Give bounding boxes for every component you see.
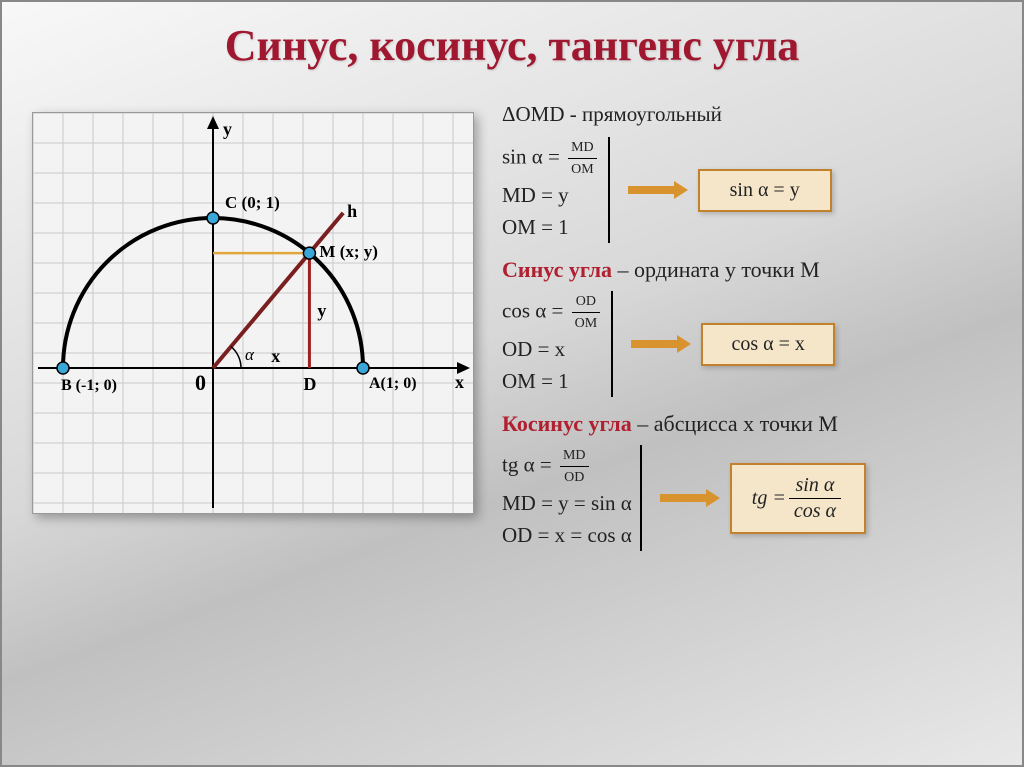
svg-text:M (x; y): M (x; y) [319,242,378,261]
sin-om-line: OM = 1 [502,212,600,244]
tg-fraction: MD OD [560,445,589,488]
svg-text:x: x [271,346,280,366]
tg-frac-den: OD [560,467,589,488]
svg-text:α: α [245,345,255,364]
tg-eq-line: tg α = MD OD [502,445,632,488]
slide: Синус, косинус, тангенс угла y x h C (0; 1)… [0,0,1024,767]
cos-derivation: cos α = OD OM OD = x OM = 1 [502,291,613,397]
unit-circle-diagram: yxhC (0; 1)M (x; y)yxαB (-1; 0)0DA(1; 0) [32,112,474,514]
cos-term: Косинус угла [502,411,632,436]
sin-result-box: sin α = y [698,169,832,212]
sin-definition: Синус угла – ордината y точки M [502,257,1002,283]
cos-frac-num: OD [572,291,601,313]
cos-def-rest: – абсцисса x точки M [632,411,838,436]
svg-text:y: y [223,119,232,139]
content-area: yxhC (0; 1)M (x; y)yxαB (-1; 0)0DA(1; 0)… [2,102,1022,765]
sin-frac-num: MD [568,137,597,159]
cos-definition: Косинус угла – абсцисса x точки M [502,411,1002,437]
svg-text:x: x [455,372,464,392]
sin-eq-line: sin α = MD OM [502,137,600,180]
cos-fraction: OD OM [572,291,601,334]
sin-prefix: sin α = [502,144,565,168]
triangle-intro: ΔOMD - прямоугольный [502,102,1002,127]
sin-derivation: sin α = MD OM MD = y OM = 1 [502,137,610,243]
tg-res-den: cos α [789,499,841,524]
tg-frac-num: MD [560,445,589,467]
cos-section: cos α = OD OM OD = x OM = 1 cos α = x [502,291,1002,397]
tg-result-box: tg = sin α cos α [730,463,866,534]
tg-derivation: tg α = MD OD MD = y = sin α OD = x = cos… [502,445,642,551]
tg-prefix: tg α = [502,452,557,476]
cos-om-line: OM = 1 [502,366,603,398]
sin-term: Синус угла [502,257,612,282]
page-title: Синус, косинус, тангенс угла [2,2,1022,71]
svg-text:D: D [303,374,316,394]
cos-eq-line: cos α = OD OM [502,291,603,334]
arrow-icon [660,489,720,507]
arrow-icon [631,335,691,353]
arrow-icon [628,181,688,199]
cos-result-box: cos α = x [701,323,835,366]
tg-res-num: sin α [789,473,841,499]
svg-text:A(1; 0): A(1; 0) [369,375,417,392]
tg-section: tg α = MD OD MD = y = sin α OD = x = cos… [502,445,1002,551]
svg-text:C (0; 1): C (0; 1) [225,193,280,212]
sin-section: sin α = MD OM MD = y OM = 1 sin α = y [502,137,1002,243]
sin-def-rest: – ордината y точки M [612,257,820,282]
sin-fraction: MD OM [568,137,597,180]
svg-text:B (-1; 0): B (-1; 0) [61,377,117,394]
svg-text:y: y [317,301,326,321]
cos-od-line: OD = x [502,334,603,366]
tg-result-pre: tg = [752,487,786,510]
cos-prefix: cos α = [502,298,569,322]
sin-frac-den: OM [568,159,597,180]
tg-md-line: MD = y = sin α [502,488,632,520]
svg-text:0: 0 [195,370,206,395]
tg-od-line: OD = x = cos α [502,520,632,552]
diagram-svg: yxhC (0; 1)M (x; y)yxαB (-1; 0)0DA(1; 0) [33,113,473,513]
svg-text:h: h [347,201,357,221]
tg-result-fraction: sin α cos α [789,473,841,524]
formulas-column: ΔOMD - прямоугольный sin α = MD OM MD = … [502,102,1002,563]
sin-md-line: MD = y [502,180,600,212]
cos-frac-den: OM [572,313,601,334]
